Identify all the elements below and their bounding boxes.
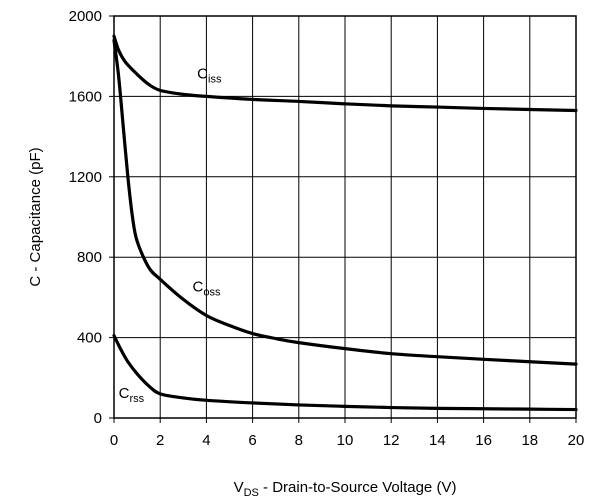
x-axis-label-sub: DS bbox=[244, 487, 259, 499]
series-label-sub: iss bbox=[208, 73, 222, 85]
series-label-sub: oss bbox=[203, 286, 221, 298]
plot-frame bbox=[113, 15, 577, 419]
series-line-ciss bbox=[112, 34, 578, 113]
y-tick-label: 800 bbox=[77, 249, 102, 266]
series-label-main: C bbox=[193, 278, 204, 295]
x-axis-label-rest: - Drain-to-Source Voltage (V) bbox=[259, 479, 457, 496]
series-label-ciss: Ciss bbox=[197, 65, 222, 85]
y-tick-label: 400 bbox=[77, 330, 102, 347]
y-axis-label: C - Capacitance (pF) bbox=[27, 147, 44, 286]
series-line-coss bbox=[112, 38, 578, 366]
y-tick-labels: 0 400 800 1200 1600 2000 bbox=[69, 8, 102, 427]
y-tick-label: 1600 bbox=[69, 88, 102, 105]
series-label-sub: rss bbox=[129, 393, 144, 405]
series-label-coss: Coss bbox=[193, 278, 221, 298]
x-tick-label: 18 bbox=[521, 432, 538, 449]
series-label-main: C bbox=[197, 65, 208, 82]
series-label-main: C bbox=[119, 385, 130, 402]
series-label-crss: Crss bbox=[119, 385, 145, 405]
x-tick-label: 20 bbox=[568, 432, 585, 449]
y-tick-label: 1200 bbox=[69, 169, 102, 186]
x-tick-label: 16 bbox=[475, 432, 492, 449]
series-curves bbox=[112, 34, 578, 412]
x-tick-label: 6 bbox=[248, 432, 256, 449]
x-tick-label: 8 bbox=[295, 432, 303, 449]
series-line-crss bbox=[112, 333, 578, 412]
x-tick-label: 14 bbox=[429, 432, 446, 449]
y-tick-label: 0 bbox=[94, 410, 102, 427]
x-axis-label-main: V bbox=[234, 479, 244, 496]
x-tick-label: 12 bbox=[383, 432, 400, 449]
y-tick-label: 2000 bbox=[69, 8, 102, 25]
x-tick-label: 2 bbox=[156, 432, 164, 449]
x-tick-label: 4 bbox=[202, 432, 210, 449]
x-tick-labels: 0 2 4 6 8 10 12 14 16 18 20 bbox=[110, 432, 585, 449]
x-axis-label: VDS - Drain-to-Source Voltage (V) bbox=[234, 479, 457, 499]
x-tick-label: 10 bbox=[337, 432, 354, 449]
x-tick-label: 0 bbox=[110, 432, 118, 449]
